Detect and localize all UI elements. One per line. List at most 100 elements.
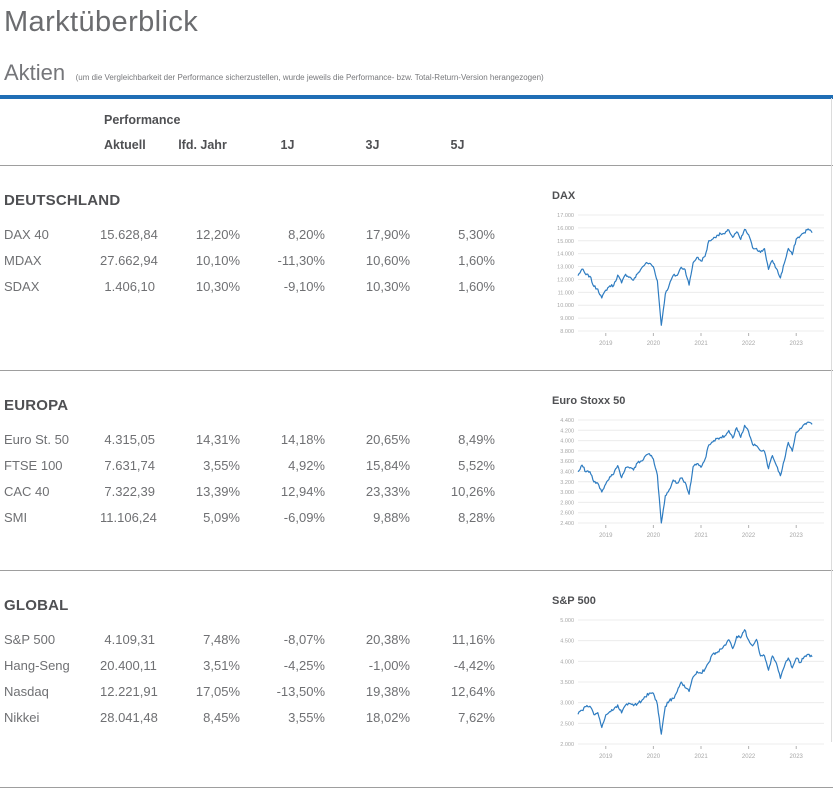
cell-5j: -4,42%: [453, 657, 495, 673]
section-table: DEUTSCHLAND DAX 40 15.628,84 12,20% 8,20…: [4, 174, 520, 299]
index-row: CAC 40 7.322,39 13,39% 12,94% 23,33% 10,…: [4, 478, 520, 504]
y-axis-label: 3.200: [560, 480, 574, 486]
index-row: DAX 40 15.628,84 12,20% 8,20% 17,90% 5,3…: [4, 221, 520, 247]
cell-aktuell: 1.406,10: [104, 278, 155, 294]
group-header-performance: Performance: [104, 113, 181, 127]
x-axis-label: 2022: [742, 341, 756, 347]
cell-5j: 1,60%: [458, 278, 495, 294]
cell-aktuell: 27.662,94: [100, 252, 158, 268]
price-line: [577, 421, 813, 524]
y-axis-label: 3.000: [560, 701, 574, 707]
y-axis-label: 2.400: [560, 521, 574, 527]
index-name: DAX 40: [4, 226, 49, 242]
cell-aktuell: 7.322,39: [104, 483, 155, 499]
index-name: MDAX: [4, 252, 42, 268]
x-axis-label: 2023: [790, 533, 804, 539]
index-rows: DAX 40 15.628,84 12,20% 8,20% 17,90% 5,3…: [4, 221, 520, 299]
cell-3j: 23,33%: [365, 483, 410, 499]
section-divider: [0, 370, 833, 371]
accent-divider: [0, 95, 833, 99]
column-header-3j: 3J: [365, 138, 380, 152]
y-axis-label: 3.800: [560, 449, 574, 455]
x-axis-label: 2020: [647, 533, 661, 539]
cell-3j: -1,00%: [368, 657, 410, 673]
cell-3j: 10,60%: [365, 252, 410, 268]
index-row: Hang-Seng 20.400,11 3,51% -4,25% -1,00% …: [4, 652, 520, 678]
cell-aktuell: 15.628,84: [100, 226, 158, 242]
y-axis-label: 3.600: [560, 459, 574, 465]
index-rows: Euro St. 50 4.315,05 14,31% 14,18% 20,65…: [4, 426, 520, 530]
cell-lfd-jahr: 3,51%: [203, 657, 240, 673]
cell-1j: 8,20%: [288, 226, 325, 242]
cell-1j: -6,09%: [283, 509, 325, 525]
column-header-row: Aktuell lfd. Jahr 1J 3J 5J: [4, 138, 500, 152]
cell-lfd-jahr: 7,48%: [203, 631, 240, 647]
y-axis-label: 10.000: [557, 303, 574, 309]
section-title: GLOBAL: [4, 597, 69, 614]
index-row: SDAX 1.406,10 10,30% -9,10% 10,30% 1,60%: [4, 273, 520, 299]
index-row: Euro St. 50 4.315,05 14,31% 14,18% 20,65…: [4, 426, 520, 452]
section-title: EUROPA: [4, 397, 69, 414]
chart-canvas: 5.000 4.500 4.000 3.500 3.000 2.500 2.000 2019 2…: [560, 618, 824, 760]
index-row: MDAX 27.662,94 10,10% -11,30% 10,60% 1,6…: [4, 247, 520, 273]
y-axis-label: 12.000: [557, 277, 574, 283]
cell-1j: 4,92%: [288, 457, 325, 473]
y-axis-label: 4.000: [560, 659, 574, 665]
y-axis-label: 4.400: [560, 418, 574, 424]
cell-1j: 12,94%: [280, 483, 325, 499]
section-divider: [0, 165, 833, 166]
cell-5j: 7,62%: [458, 709, 495, 725]
section-divider: [0, 570, 833, 571]
cell-aktuell: 11.106,24: [100, 509, 157, 525]
cell-3j: 20,38%: [365, 631, 410, 647]
cell-3j: 9,88%: [373, 509, 410, 525]
y-axis-label: 9.000: [560, 316, 574, 322]
y-axis-label: 16.000: [557, 226, 574, 232]
y-axis-label: 2.000: [560, 742, 574, 748]
cell-5j: 8,28%: [458, 509, 495, 525]
cell-5j: 11,16%: [451, 631, 495, 647]
cell-3j: 10,30%: [365, 278, 410, 294]
index-row: SMI 11.106,24 5,09% -6,09% 9,88% 8,28%: [4, 504, 520, 530]
market-section: GLOBAL S&P 500 4.109,31 7,48% -8,07% 20,…: [4, 579, 833, 779]
page-title: Marktüberblick: [4, 6, 199, 38]
cell-5j: 12,64%: [450, 683, 495, 699]
column-header-lfd-jahr: lfd. Jahr: [178, 138, 227, 152]
y-axis-label: 2.600: [560, 511, 574, 517]
y-axis-label: 4.500: [560, 639, 574, 645]
cell-lfd-jahr: 10,30%: [195, 278, 240, 294]
cell-1j: -4,25%: [283, 657, 325, 673]
index-row: Nikkei 28.041,48 8,45% 3,55% 18,02% 7,62…: [4, 704, 520, 730]
chart-title: DAX: [552, 190, 576, 202]
section-chart: Euro Stoxx 50 4.400 4.200 4.000 3.800 3.600 3…: [520, 379, 826, 543]
x-axis-label: 2022: [742, 754, 756, 760]
index-name: Hang-Seng: [4, 657, 70, 673]
market-overview-page: Marktüberblick Aktien (um die Vergleichb…: [0, 6, 833, 788]
x-axis-label: 2019: [599, 533, 613, 539]
market-section: DEUTSCHLAND DAX 40 15.628,84 12,20% 8,20…: [4, 174, 833, 362]
index-name: Euro St. 50: [4, 431, 70, 447]
index-row: S&P 500 4.109,31 7,48% -8,07% 20,38% 11,…: [4, 626, 520, 652]
column-header-5j: 5J: [450, 138, 465, 152]
price-line: [577, 629, 813, 735]
x-axis-label: 2022: [742, 533, 756, 539]
cell-3j: 15,84%: [365, 457, 410, 473]
index-row: Nasdaq 12.221,91 17,05% -13,50% 19,38% 1…: [4, 678, 520, 704]
y-axis-label: 2.500: [560, 721, 574, 727]
index-name: FTSE 100: [4, 457, 63, 473]
x-axis-label: 2023: [790, 754, 804, 760]
section-chart: DAX 17.000 16.000 15.000 14.000 13.000 12.000…: [520, 174, 826, 351]
cell-lfd-jahr: 10,10%: [195, 252, 240, 268]
index-name: Nasdaq: [4, 683, 49, 699]
section-table: EUROPA Euro St. 50 4.315,05 14,31% 14,18…: [4, 379, 520, 530]
cell-1j: -13,50%: [276, 683, 325, 699]
x-axis-label: 2020: [647, 754, 661, 760]
chart-canvas: 4.400 4.200 4.000 3.800 3.600 3.400 3.200 3.000…: [560, 418, 824, 539]
market-section: EUROPA Euro St. 50 4.315,05 14,31% 14,18…: [4, 379, 833, 562]
cell-3j: 20,65%: [365, 431, 410, 447]
chart-title: Euro Stoxx 50: [552, 395, 626, 407]
aktien-subheader: Aktien (um die Vergleichbarkeit der Perf…: [4, 60, 833, 86]
cell-aktuell: 28.041,48: [100, 709, 158, 725]
y-axis-label: 3.400: [560, 470, 574, 476]
market-sections: DEUTSCHLAND DAX 40 15.628,84 12,20% 8,20…: [0, 174, 833, 788]
